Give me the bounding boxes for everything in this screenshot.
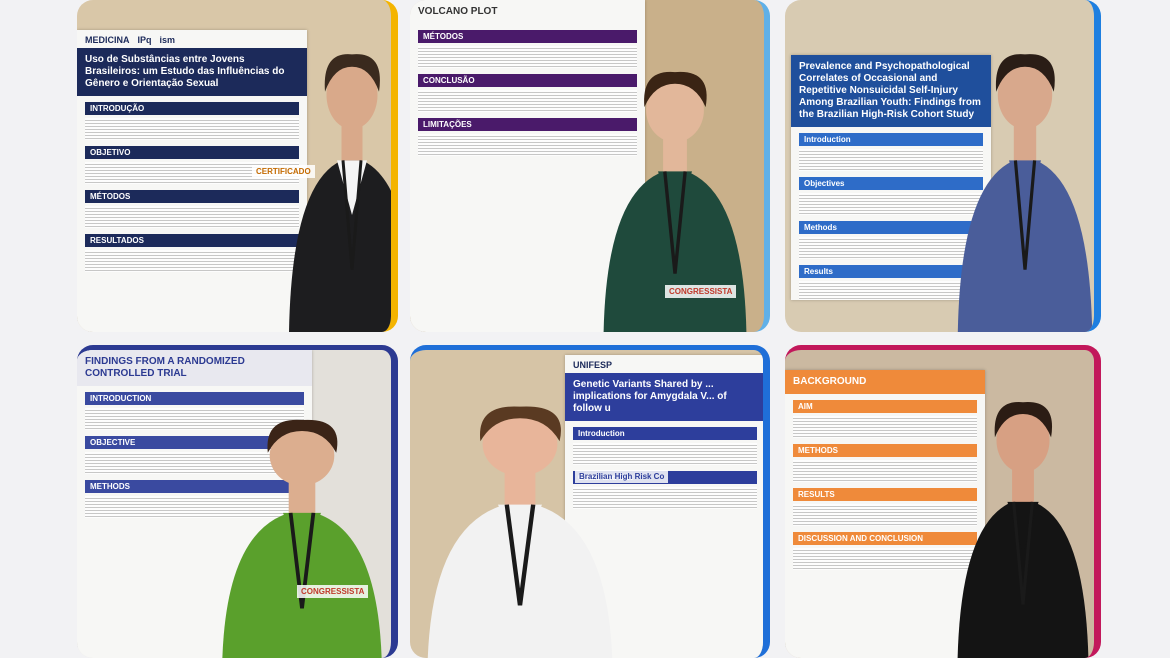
poster-title: BACKGROUND (785, 370, 985, 394)
poster-section: CONCLUSÃO (418, 74, 637, 87)
poster-logo: IPq (137, 35, 152, 45)
poster-label: CERTIFICADO (252, 165, 315, 178)
poster-section: Introduction (799, 133, 983, 146)
poster-label: CONGRESSISTA (297, 585, 369, 598)
poster-title: FINDINGS FROM A RANDOMIZED CONTROLLED TR… (77, 350, 312, 386)
poster: Prevalence and Psychopathological Correl… (791, 55, 991, 300)
poster-section: INTRODUÇÃO (85, 102, 299, 115)
poster-title: Uso de Substâncias entre Jovens Brasilei… (77, 48, 307, 96)
poster-title: Genetic Variants Shared by ... implicati… (565, 373, 763, 421)
photo-tile: VOLCANO PLOT MÉTODOS CONCLUSÃO LIMITAÇÕES C… (410, 0, 770, 332)
person (289, 54, 391, 332)
poster: FINDINGS FROM A RANDOMIZED CONTROLLED TR… (77, 350, 312, 658)
poster-section: RESULTS (793, 488, 977, 501)
person (957, 402, 1089, 658)
poster-text (573, 443, 757, 465)
poster-label: Brazilian High Risk Co (575, 470, 669, 483)
poster-text (418, 46, 637, 68)
photo-tile: Prevalence and Psychopathological Correl… (785, 0, 1101, 332)
poster-text (85, 206, 299, 228)
poster-text (799, 149, 983, 171)
poster-logo: UNIFESP (573, 360, 613, 370)
photo-tile: MEDICINA IPq ism Uso de Substâncias entre J… (77, 0, 398, 332)
poster-section: METHODS (85, 480, 304, 493)
poster-section: LIMITAÇÕES (418, 118, 637, 131)
poster-section: INTRODUCTION (85, 392, 304, 405)
poster-section: AIM (793, 400, 977, 413)
poster-label: CONGRESSISTA (665, 285, 737, 298)
poster-text (85, 408, 304, 430)
poster-section: MÉTODOS (418, 30, 637, 43)
poster-section: Methods (799, 221, 983, 234)
person (957, 54, 1093, 332)
poster-logo: MEDICINA (85, 35, 130, 45)
poster-logo: ism (159, 35, 176, 45)
photo-tile: BACKGROUND AIM METHODS RESULTS DISCUSSION AN… (785, 345, 1101, 658)
photo-tile: FINDINGS FROM A RANDOMIZED CONTROLLED TR… (77, 345, 398, 658)
poster-section: OBJECTIVE (85, 436, 304, 449)
poster-text (418, 134, 637, 156)
poster-text (799, 193, 983, 215)
poster-text (799, 237, 983, 259)
poster-text (85, 250, 299, 272)
poster-text (85, 452, 304, 474)
poster-text (799, 281, 983, 300)
poster-text (793, 460, 977, 482)
poster-text (793, 504, 977, 526)
poster-text (418, 90, 637, 112)
photo-tile: UNIFESP Genetic Variants Shared by ... im… (410, 345, 770, 658)
poster-text (793, 548, 977, 570)
poster: BACKGROUND AIM METHODS RESULTS DISCUSSION AN… (785, 370, 985, 658)
poster-section: Introduction (573, 427, 757, 440)
poster-section: OBJETIVO (85, 146, 299, 159)
person (427, 406, 613, 658)
poster: MEDICINA IPq ism Uso de Substâncias entre J… (77, 30, 307, 332)
poster-title: VOLCANO PLOT (410, 0, 645, 24)
poster-section: MÉTODOS (85, 190, 299, 203)
person (222, 419, 382, 658)
poster-section: Results (799, 265, 983, 278)
poster-text (573, 487, 757, 509)
poster-text (793, 416, 977, 438)
poster-section: METHODS (793, 444, 977, 457)
poster: VOLCANO PLOT MÉTODOS CONCLUSÃO LIMITAÇÕES (410, 0, 645, 332)
poster-title: Prevalence and Psychopathological Correl… (791, 55, 991, 127)
poster-section: DISCUSSION AND CONCLUSION (793, 532, 977, 545)
poster-section: RESULTADOS (85, 234, 299, 247)
poster-text (85, 118, 299, 140)
poster-section: Objectives (799, 177, 983, 190)
poster-text (85, 496, 304, 518)
poster-text (85, 162, 299, 184)
